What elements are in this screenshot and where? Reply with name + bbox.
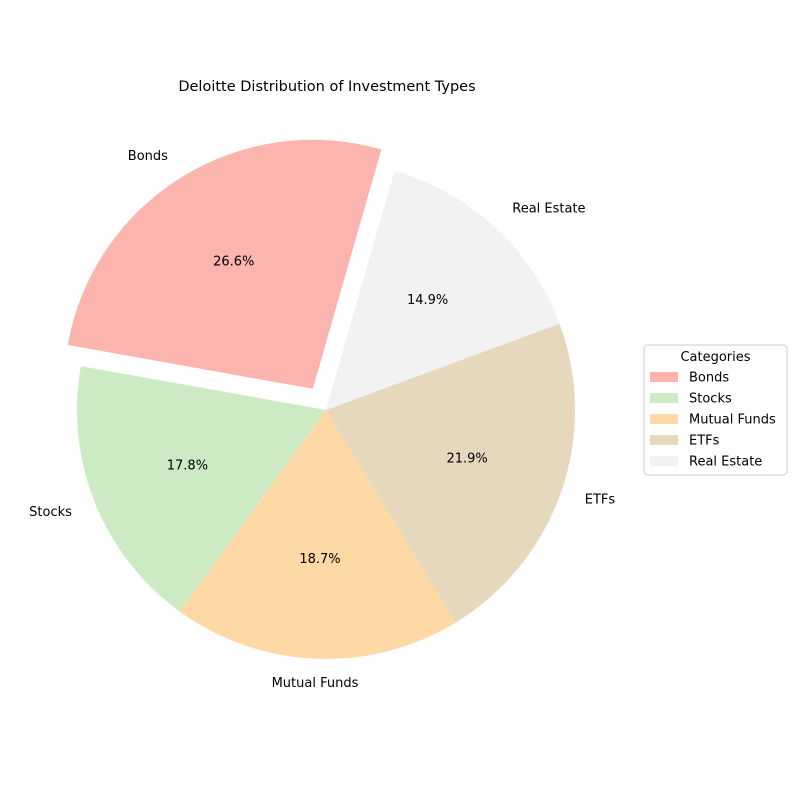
pie-slice-real-estate	[326, 170, 560, 410]
slice-label-stocks: Stocks	[29, 505, 72, 520]
pie-slice-etfs	[326, 323, 576, 623]
legend-label-bonds: Bonds	[689, 371, 729, 386]
pct-label-bonds: 26.6%	[213, 254, 254, 269]
legend-title: Categories	[680, 350, 750, 365]
pie-slice-bonds	[67, 139, 382, 389]
pie-slice-mutual-funds	[179, 410, 456, 659]
legend-label-etfs: ETFs	[689, 434, 720, 449]
slice-label-real-estate: Real Estate	[512, 202, 585, 217]
chart-title: Deloitte Distribution of Investment Type…	[178, 79, 475, 95]
legend-items: Bonds Stocks Mutual Funds ETFs Real Estate	[650, 371, 776, 470]
legend-label-stocks: Stocks	[689, 392, 732, 407]
slice-labels: Bonds Stocks Mutual Funds ETFs Real Estate	[29, 149, 615, 691]
pct-label-real-estate: 14.9%	[407, 293, 448, 308]
percentage-labels: 26.6% 17.8% 18.7% 21.9% 14.9%	[167, 254, 488, 566]
slice-label-etfs: ETFs	[585, 492, 616, 507]
legend-swatch-real-estate	[650, 456, 678, 466]
pie-slice-stocks	[77, 366, 326, 612]
pct-label-etfs: 21.9%	[446, 452, 487, 467]
slice-label-bonds: Bonds	[128, 149, 168, 164]
legend-box	[643, 344, 788, 476]
legend-label-real-estate: Real Estate	[689, 455, 762, 470]
pct-label-stocks: 17.8%	[167, 458, 208, 473]
slice-label-mutual-funds: Mutual Funds	[272, 676, 359, 691]
pct-label-mutual-funds: 18.7%	[299, 552, 340, 567]
legend-label-mutual-funds: Mutual Funds	[689, 413, 776, 428]
pie-slices	[67, 139, 576, 659]
legend-swatch-mutual-funds	[650, 414, 678, 424]
legend: Categories Bonds Stocks Mutual Funds ETFs Re…	[643, 344, 788, 476]
legend-swatch-bonds	[650, 372, 678, 382]
legend-swatch-etfs	[650, 435, 678, 445]
legend-swatch-stocks	[650, 393, 678, 403]
